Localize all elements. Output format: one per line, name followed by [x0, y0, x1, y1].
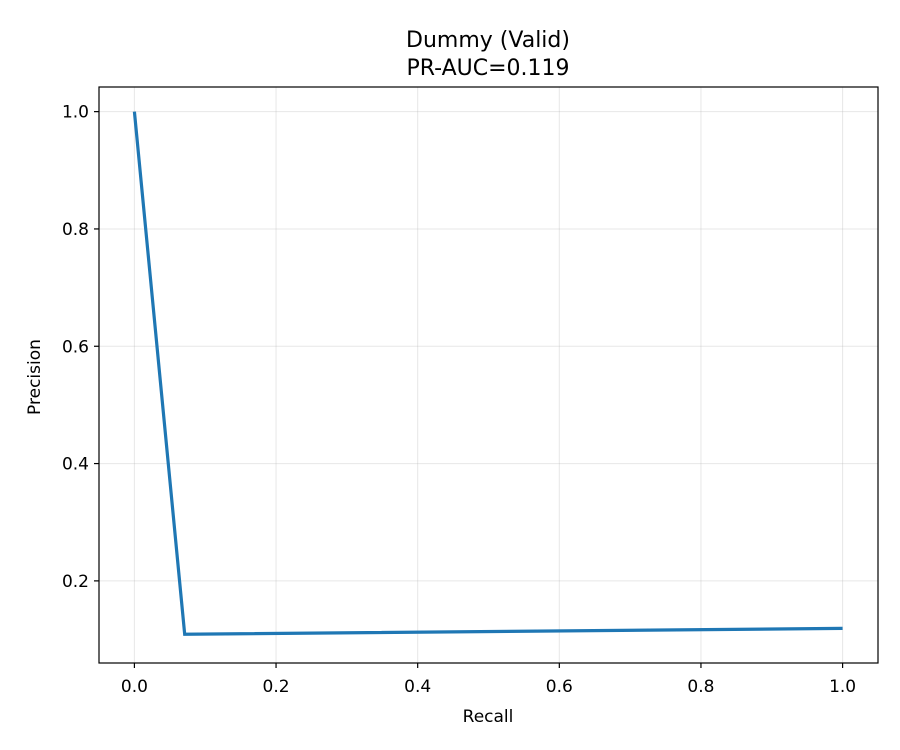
series-layer: [132, 111, 843, 636]
chart-title: Dummy (Valid): [406, 28, 570, 53]
y-axis-label: Precision: [25, 339, 45, 415]
pr-curve-line: [132, 111, 843, 636]
x-tick-label: 0.6: [546, 677, 573, 697]
x-tick-label: 0.2: [263, 677, 290, 697]
x-tick-label: 0.8: [687, 677, 714, 697]
chart-subtitle: PR-AUC=0.119: [406, 56, 569, 81]
y-tick-label: 0.6: [62, 337, 89, 357]
plot-frame: [98, 86, 879, 664]
grid-layer: [99, 87, 878, 663]
y-tick-label: 0.4: [62, 455, 89, 475]
x-tick-label: 1.0: [829, 677, 856, 697]
x-tick-label: 0.0: [121, 677, 148, 697]
y-tick-label: 0.8: [62, 220, 89, 240]
tick-layer: 0.0 0.2 0.4 0.6 0.8 1.0 0.2 0.4 0.6 0.8 1.0: [62, 103, 856, 697]
y-tick-label: 1.0: [62, 103, 89, 123]
x-tick-label: 0.4: [404, 677, 431, 697]
y-tick-label: 0.2: [62, 572, 89, 592]
x-axis-label: Recall: [463, 707, 514, 727]
